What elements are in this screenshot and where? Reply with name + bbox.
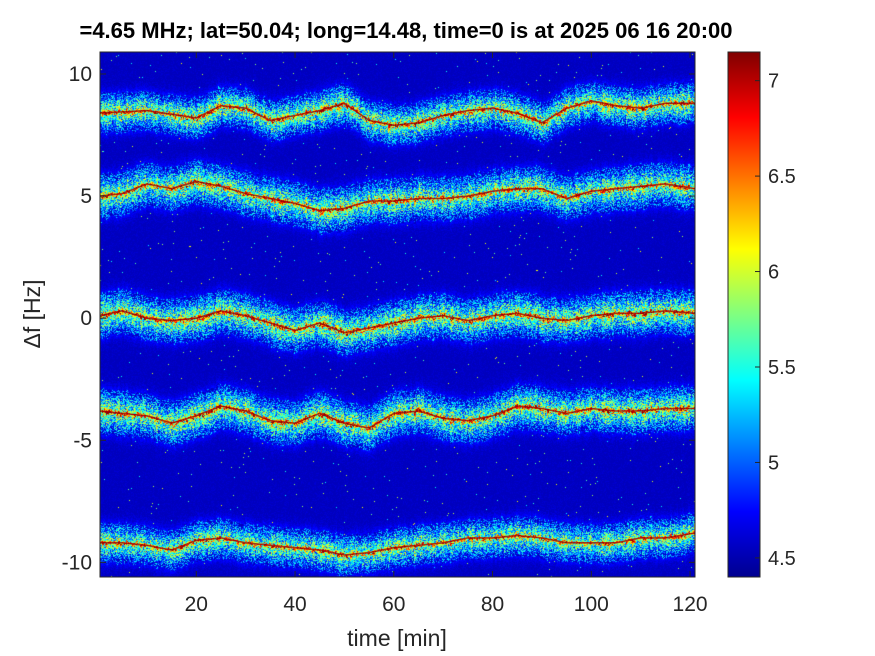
x-axis-label: time [min] bbox=[347, 625, 447, 651]
ridge-line-3 bbox=[100, 309, 695, 334]
colorbar-tick-label: 5.5 bbox=[768, 357, 796, 379]
y-tick-label: 5 bbox=[80, 185, 92, 208]
y-tick-label: -5 bbox=[73, 429, 92, 452]
y-axis-label: Δf [Hz] bbox=[19, 279, 45, 348]
y-tick-label: 10 bbox=[69, 63, 92, 86]
colorbar-ticks: 7 6.5 6 5.5 5 4.5 bbox=[755, 71, 796, 570]
chart-title: =4.65 MHz; lat=50.04; long=14.48, time=0… bbox=[79, 18, 732, 43]
ridge-line-4 bbox=[100, 405, 695, 429]
colorbar-tick-label: 6 bbox=[768, 262, 779, 284]
x-tick-label: 60 bbox=[382, 593, 405, 616]
colorbar-tick-label: 4.5 bbox=[768, 548, 796, 570]
colorbar bbox=[727, 51, 761, 578]
colorbar-tick-label: 5 bbox=[768, 452, 779, 474]
colorbar-tick-label: 6.5 bbox=[768, 166, 796, 188]
colorbar-tick-label: 7 bbox=[768, 71, 779, 93]
ridge-line-1 bbox=[100, 99, 695, 127]
heatmap-image bbox=[100, 52, 695, 577]
x-tick-label: 100 bbox=[574, 593, 609, 616]
ridge-line-5 bbox=[100, 532, 695, 556]
y-tick-label: 0 bbox=[80, 307, 92, 330]
x-axis: 20 40 60 80 100 120 bbox=[185, 52, 708, 616]
x-tick-label: 80 bbox=[481, 593, 504, 616]
x-tick-label: 20 bbox=[185, 593, 208, 616]
ridge-line-2 bbox=[100, 180, 695, 212]
plot-frame bbox=[99, 51, 696, 578]
x-tick-label: 40 bbox=[283, 593, 306, 616]
y-tick-label: -10 bbox=[62, 551, 92, 574]
x-tick-label: 120 bbox=[673, 593, 708, 616]
y-axis: 10 5 0 -5 -10 bbox=[62, 63, 695, 574]
